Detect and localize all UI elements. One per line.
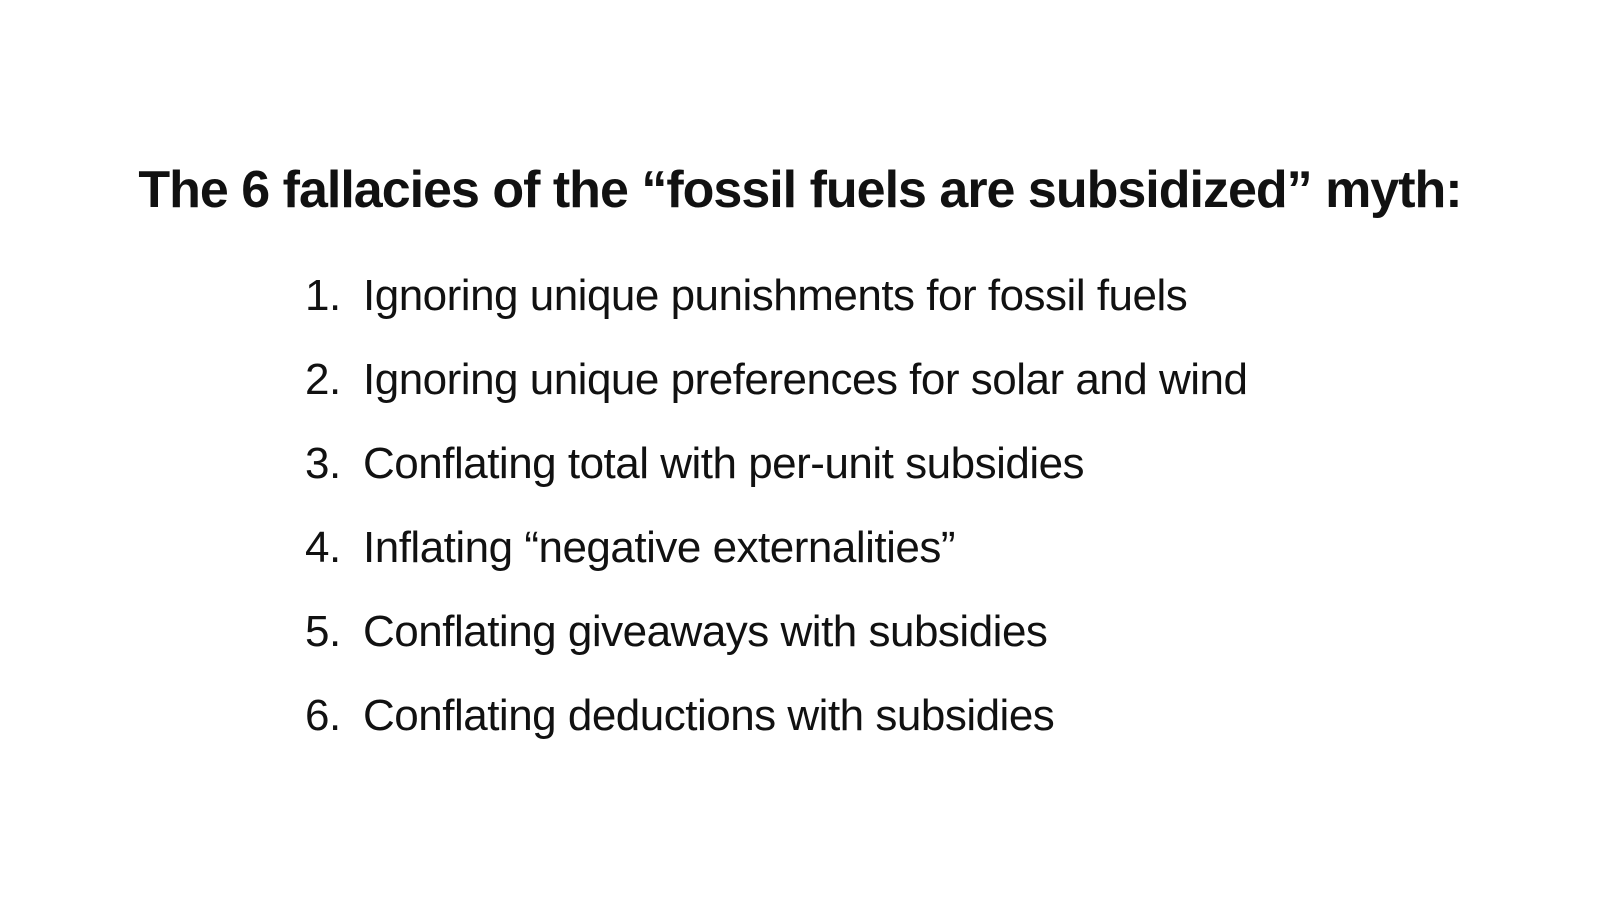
list-item-text: Ignoring unique punishments for fossil f… [363, 271, 1188, 320]
list-item-number: 2. [305, 355, 341, 404]
list-item: 1. Ignoring unique punishments for fossi… [305, 270, 1405, 354]
list-item-text: Conflating total with per-unit subsidies [363, 439, 1085, 488]
list-item-number: 5. [305, 607, 341, 656]
list-item-number: 1. [305, 271, 341, 320]
list-item-text: Inflating “negative externalities” [363, 523, 956, 572]
list-item: 6. Conflating deductions with subsidies [305, 690, 1405, 774]
list-item-text: Ignoring unique preferences for solar an… [363, 355, 1248, 404]
list-item: 3. Conflating total with per-unit subsid… [305, 438, 1405, 522]
list-item: 4. Inflating “negative externalities” [305, 522, 1405, 606]
list-item-number: 6. [305, 691, 341, 740]
fallacy-list: 1. Ignoring unique punishments for fossi… [305, 270, 1405, 774]
list-item-number: 4. [305, 523, 341, 572]
list-item: 5. Conflating giveaways with subsidies [305, 606, 1405, 690]
list-item-text: Conflating deductions with subsidies [363, 691, 1055, 740]
list-item: 2. Ignoring unique preferences for solar… [305, 354, 1405, 438]
slide-title: The 6 fallacies of the “fossil fuels are… [138, 161, 1462, 219]
list-item-text: Conflating giveaways with subsidies [363, 607, 1048, 656]
list-item-number: 3. [305, 439, 341, 488]
